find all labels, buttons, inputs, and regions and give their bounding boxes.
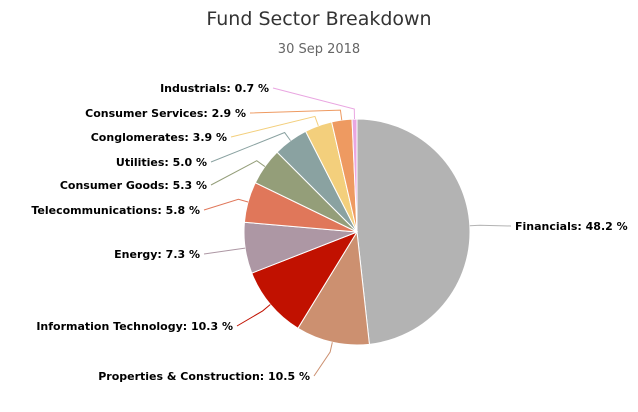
data-labels: Financials: 48.2 % Properties & Construct… (31, 82, 627, 383)
pie-slice-properties-construction[interactable] (297, 230, 370, 346)
data-label-utilities: Utilities: 5.0 % (116, 156, 207, 169)
data-label-properties-construction: Properties & Construction: 10.5 % (98, 370, 310, 383)
data-label-consumer-services: Consumer Services: 2.9 % (85, 107, 246, 120)
connector-financials (469, 224, 512, 227)
connector-industrials (272, 87, 356, 120)
data-label-telecommunications: Telecommunications: 5.8 % (31, 204, 200, 217)
connector-consumer-services (249, 109, 343, 121)
connector-telecommunications (203, 198, 249, 211)
connector-properties-construction (313, 342, 333, 377)
connector-consumer-goods (210, 160, 266, 186)
data-label-information-technology: Information Technology: 10.3 % (36, 320, 233, 333)
data-label-energy: Energy: 7.3 % (114, 248, 200, 261)
connector-information-technology (236, 304, 271, 327)
pie-slice-financials[interactable] (356, 118, 471, 345)
connector-utilities (210, 131, 291, 163)
pie-slices (243, 118, 471, 346)
data-label-financials: Financials: 48.2 % (515, 220, 628, 233)
data-label-industrials: Industrials: 0.7 % (160, 82, 269, 95)
pie-slice-information-technology[interactable] (251, 230, 359, 330)
data-label-consumer-goods: Consumer Goods: 5.3 % (60, 179, 207, 192)
data-label-conglomerates: Conglomerates: 3.9 % (91, 131, 227, 144)
chart-subtitle: 30 Sep 2018 (277, 42, 361, 57)
label-connectors (203, 87, 512, 377)
connector-energy (203, 247, 246, 255)
chart-title: Fund Sector Breakdown (206, 8, 432, 30)
connector-conglomerates (230, 115, 319, 138)
